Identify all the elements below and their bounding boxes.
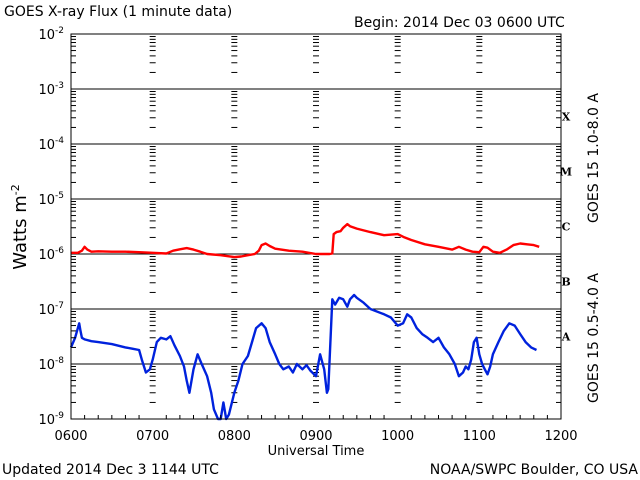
flare-class-labels: A B C M X xyxy=(560,111,572,344)
updated-timestamp: Updated 2014 Dec 3 1144 UTC xyxy=(2,462,219,478)
x-tick-label: 0600 xyxy=(54,429,87,444)
plot-area xyxy=(70,33,562,420)
legend-entry-short-channel: GOES 15 0.5-4.0 A xyxy=(586,273,602,403)
flare-class-label: B xyxy=(561,276,570,289)
x-tick-label: 0900 xyxy=(299,429,332,444)
flare-class-label: C xyxy=(562,221,571,234)
chart-title: GOES X-ray Flux (1 minute data) xyxy=(4,4,232,20)
x-tick-label: 1000 xyxy=(381,429,414,444)
x-tick-label: 1200 xyxy=(544,429,577,444)
data-source-credit: NOAA/SWPC Boulder, CO USA xyxy=(430,462,639,478)
legend-entry-long-channel: GOES 15 1.0-8.0 A xyxy=(586,93,602,223)
x-axis-label: Universal Time xyxy=(268,444,365,459)
x-tick-label: 0800 xyxy=(218,429,251,444)
y-axis-label-exponent: -2 xyxy=(9,184,22,195)
y-tick-label: 10-9 xyxy=(38,411,64,428)
flare-class-label: X xyxy=(562,111,571,124)
y-axis-label: Watts m-2 xyxy=(9,184,31,269)
x-tick-label: 1100 xyxy=(463,429,496,444)
y-tick-label: 10-4 xyxy=(38,136,64,153)
x-axis: 0600 0700 0800 0900 1000 1100 1200 xyxy=(54,415,578,444)
y-tick-label: 10-3 xyxy=(38,81,64,98)
y-tick-label: 10-8 xyxy=(38,356,64,373)
y-axis: 10-9 10-8 10-7 10-6 10-5 10-4 10-3 10-2 xyxy=(38,26,561,428)
series-layer xyxy=(69,222,540,421)
flare-class-label: M xyxy=(560,166,572,179)
flare-class-label: A xyxy=(561,331,571,344)
begin-time-label: Begin: 2014 Dec 03 0600 UTC xyxy=(354,15,565,31)
y-tick-label: 10-6 xyxy=(38,246,64,263)
y-axis-label-base: Watts m xyxy=(10,195,31,269)
y-tick-label: 10-5 xyxy=(38,191,64,208)
x-tick-label: 0700 xyxy=(136,429,169,444)
series-line-long-channel xyxy=(71,222,540,259)
y-tick-label: 10-7 xyxy=(38,301,64,318)
y-tick-label: 10-2 xyxy=(38,26,64,43)
series-line-short-channel xyxy=(69,293,538,421)
grid-lines xyxy=(71,36,561,403)
